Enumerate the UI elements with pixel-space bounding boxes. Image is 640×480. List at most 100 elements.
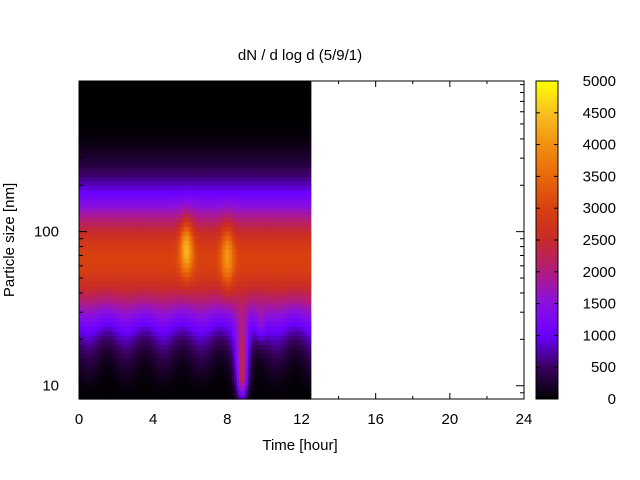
heatmap-cell	[164, 99, 168, 105]
heatmap-cell	[197, 394, 201, 400]
heatmap-cell	[234, 121, 238, 128]
heatmap-cell	[90, 121, 94, 128]
heatmap-cell	[109, 81, 113, 87]
heatmap-cell	[157, 389, 161, 396]
heatmap-cell	[153, 326, 157, 332]
heatmap-cell	[162, 326, 166, 332]
heatmap-cell	[167, 253, 170, 259]
heatmap-cell	[118, 253, 122, 259]
heatmap-cell	[208, 235, 212, 241]
heatmap-cell	[176, 171, 180, 177]
heatmap-cell	[171, 326, 175, 332]
heatmap-cell	[95, 167, 99, 173]
heatmap-cell	[104, 303, 108, 309]
heatmap-cell	[132, 321, 136, 327]
heatmap-cell	[229, 280, 233, 287]
heatmap-cell	[136, 190, 140, 196]
heatmap-cell	[88, 212, 92, 218]
heatmap-cell	[118, 167, 122, 173]
heatmap-cell	[227, 208, 231, 214]
heatmap-cell	[206, 171, 210, 177]
heatmap-cell	[146, 339, 150, 346]
heatmap-cell	[194, 158, 198, 164]
heatmap-cell	[162, 299, 166, 305]
heatmap-cell	[183, 317, 187, 323]
heatmap-cell	[92, 121, 96, 128]
heatmap-cell	[120, 249, 124, 255]
heatmap-cell	[139, 244, 143, 250]
heatmap-cell	[204, 117, 208, 123]
heatmap-cell	[167, 330, 170, 336]
heatmap-cell	[167, 294, 170, 300]
heatmap-cell	[180, 235, 184, 241]
heatmap-cell	[85, 180, 89, 187]
heatmap-cell	[167, 103, 170, 109]
heatmap-cell	[157, 203, 161, 209]
heatmap-cell	[139, 212, 143, 218]
heatmap-cell	[178, 335, 182, 341]
heatmap-cell	[134, 339, 138, 346]
heatmap-cell	[176, 221, 180, 227]
heatmap-cell	[208, 140, 212, 146]
heatmap-cell	[157, 85, 161, 91]
heatmap-cell	[201, 90, 205, 96]
heatmap-cell	[218, 221, 221, 227]
heatmap-cell	[113, 244, 117, 250]
heatmap-cell	[125, 149, 129, 155]
heatmap-cell	[180, 380, 184, 386]
heatmap-cell	[206, 85, 210, 91]
heatmap-cell	[85, 317, 89, 323]
heatmap-cell	[150, 176, 154, 182]
heatmap-cell	[116, 135, 119, 141]
heatmap-cell	[211, 221, 215, 227]
heatmap-cell	[187, 162, 191, 168]
heatmap-cell	[208, 330, 212, 336]
heatmap-cell	[206, 330, 210, 336]
heatmap-cell	[241, 158, 245, 164]
heatmap-cell	[160, 294, 164, 300]
heatmap-cell	[113, 144, 117, 150]
heatmap-cell	[197, 367, 201, 373]
heatmap-cell	[79, 199, 82, 205]
heatmap-cell	[113, 112, 117, 118]
heatmap-cell	[81, 176, 85, 182]
heatmap-cell	[231, 176, 235, 182]
heatmap-cell	[187, 226, 191, 232]
heatmap-cell	[190, 171, 194, 177]
heatmap-cell	[180, 121, 184, 128]
heatmap-cell	[183, 199, 187, 205]
heatmap-cell	[155, 203, 159, 209]
heatmap-cell	[143, 203, 147, 209]
heatmap-cell	[236, 349, 240, 355]
heatmap-cell	[204, 371, 208, 377]
heatmap-cell	[155, 153, 159, 159]
heatmap-cell	[236, 385, 240, 391]
heatmap-cell	[199, 140, 203, 146]
heatmap-cell	[197, 258, 201, 264]
heatmap-cell	[157, 376, 161, 382]
heatmap-cell	[90, 117, 94, 123]
heatmap-cell	[229, 140, 233, 146]
heatmap-cell	[120, 135, 124, 141]
heatmap-cell	[167, 217, 170, 223]
heatmap-cell	[146, 244, 150, 250]
heatmap-cell	[227, 217, 231, 223]
heatmap-cell	[169, 185, 173, 191]
heatmap-cell	[157, 81, 161, 87]
heatmap-cell	[104, 253, 108, 259]
heatmap-cell	[139, 208, 143, 214]
heatmap-cell	[83, 289, 87, 296]
heatmap-cell	[215, 149, 219, 155]
heatmap-cell	[146, 321, 150, 327]
heatmap-cell	[220, 199, 224, 205]
heatmap-cell	[171, 285, 175, 291]
heatmap-cell	[225, 153, 228, 159]
heatmap-cell	[104, 249, 108, 255]
heatmap-cell	[238, 167, 242, 173]
heatmap-cell	[83, 294, 87, 300]
heatmap-cell	[162, 103, 166, 109]
heatmap-cell	[197, 308, 201, 314]
heatmap-cell	[106, 367, 110, 373]
heatmap-cell	[111, 103, 115, 109]
heatmap-cell	[197, 362, 201, 368]
